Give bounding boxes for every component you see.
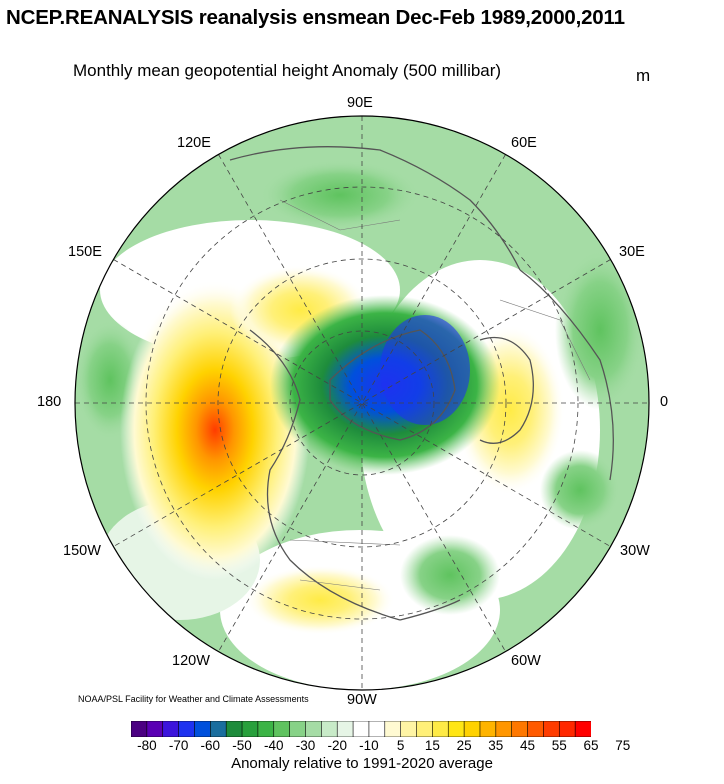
colorbar-swatch xyxy=(384,721,402,737)
eastern-us-positive xyxy=(245,565,395,635)
colorbar-tick-label: 75 xyxy=(615,738,631,753)
page-title: NCEP.REANALYSIS reanalysis ensmean Dec-F… xyxy=(6,6,625,29)
colorbar-swatch xyxy=(194,721,211,737)
colorbar-swatch xyxy=(257,721,275,737)
lon-label-30e: 30E xyxy=(619,244,645,260)
colorbar-swatch xyxy=(131,721,148,737)
units-label: m xyxy=(636,66,651,85)
colorbar-tick-label: 45 xyxy=(520,738,536,753)
west-north-america-positive xyxy=(120,280,310,580)
lon-label-150e: 150E xyxy=(68,244,102,260)
colorbar-swatch xyxy=(225,721,243,737)
colorbar-swatch xyxy=(273,721,291,737)
colorbar-swatch xyxy=(527,721,545,737)
colorbar-tick-label: -40 xyxy=(263,738,284,753)
colorbar-swatch xyxy=(574,721,591,737)
lon-label-150w: 150W xyxy=(63,543,101,559)
colorbar-swatch xyxy=(305,721,322,737)
colorbar-tick-label: 65 xyxy=(583,738,599,753)
colorbar-tick-label: 5 xyxy=(396,738,405,753)
colorbar-swatch xyxy=(210,721,227,737)
colorbar-tick-label: -70 xyxy=(168,738,189,753)
colorbar-swatch xyxy=(336,721,354,737)
colorbar-swatch xyxy=(321,721,338,737)
colorbar-swatch xyxy=(558,721,576,737)
colorbar-swatch xyxy=(400,721,418,737)
colorbar-caption: Anomaly relative to 1991-2020 average xyxy=(231,755,493,772)
colorbar-tick-label: -20 xyxy=(327,738,347,753)
lon-label-90e: 90E xyxy=(347,95,373,111)
colorbar-swatch xyxy=(432,721,449,737)
colorbar-tick-label: 25 xyxy=(456,738,472,753)
country-borders xyxy=(279,199,591,591)
colorbar-swatch xyxy=(447,721,465,737)
lon-label-60e: 60E xyxy=(511,135,537,151)
colorbar-tick-label: -60 xyxy=(200,738,221,753)
colorbar-swatch xyxy=(241,721,259,737)
colorbar-tick-label: -80 xyxy=(137,738,157,753)
colorbar-tick-label: -30 xyxy=(295,738,316,753)
colorbar-swatch xyxy=(352,721,370,737)
colorbar-swatch xyxy=(416,721,433,737)
colorbar-tick-label: 55 xyxy=(551,738,567,753)
graticule xyxy=(75,116,649,690)
colorbar-labels: -80 -70 -60 -50 -40 -30 -20 -10 5 15 25 35 45 55 65 75 xyxy=(0,738,724,756)
colorbar-swatch xyxy=(146,721,164,737)
colorbar-swatch xyxy=(479,721,497,737)
map-subtitle: Monthly mean geopotential height Anomaly… xyxy=(73,61,502,80)
colorbar-swatch xyxy=(543,721,560,737)
colorbar-swatch xyxy=(511,721,529,737)
colorbar xyxy=(131,721,591,737)
colorbar-tick-label: 15 xyxy=(424,738,440,753)
colorbar-tick-label: -50 xyxy=(232,738,252,753)
map-boundary xyxy=(74,115,650,691)
lon-label-60w: 60W xyxy=(511,653,541,669)
colorbar-swatch xyxy=(463,721,481,737)
lon-label-30w: 30W xyxy=(620,543,650,559)
lon-label-180: 180 xyxy=(37,394,62,410)
lon-label-120e: 120E xyxy=(177,135,211,151)
green-positive-minor xyxy=(75,160,645,615)
lon-label-90w: 90W xyxy=(347,692,377,708)
colorbar-swatch xyxy=(368,721,386,737)
colorbar-tick-label: 35 xyxy=(488,738,504,753)
colorbar-swatch xyxy=(178,721,196,737)
colorbar-swatch xyxy=(162,721,180,737)
lon-label-0: 0 xyxy=(660,394,669,410)
colorbar-tick-label: -10 xyxy=(359,738,379,753)
lon-label-120w: 120W xyxy=(172,653,210,669)
colorbar-swatch xyxy=(495,721,513,737)
credit-text: NOAA/PSL Facility for Weather and Climat… xyxy=(78,694,309,704)
colorbar-swatch xyxy=(289,721,307,737)
